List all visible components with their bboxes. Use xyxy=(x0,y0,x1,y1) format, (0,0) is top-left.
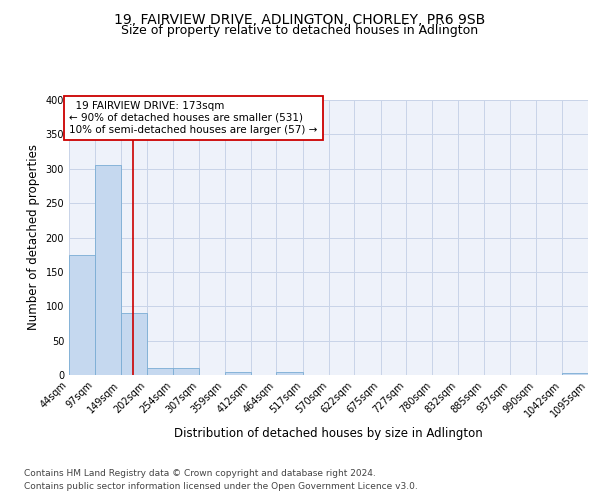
Bar xyxy=(224,372,251,375)
Bar xyxy=(147,368,173,375)
Text: Size of property relative to detached houses in Adlington: Size of property relative to detached ho… xyxy=(121,24,479,37)
X-axis label: Distribution of detached houses by size in Adlington: Distribution of detached houses by size … xyxy=(174,428,483,440)
Y-axis label: Number of detached properties: Number of detached properties xyxy=(27,144,40,330)
Text: 19 FAIRVIEW DRIVE: 173sqm
← 90% of detached houses are smaller (531)
10% of semi: 19 FAIRVIEW DRIVE: 173sqm ← 90% of detac… xyxy=(70,102,318,134)
Bar xyxy=(173,368,199,375)
Bar xyxy=(69,254,95,375)
Bar xyxy=(562,373,588,375)
Text: Contains public sector information licensed under the Open Government Licence v3: Contains public sector information licen… xyxy=(24,482,418,491)
Bar xyxy=(277,372,302,375)
Bar xyxy=(121,313,147,375)
Bar xyxy=(95,166,121,375)
Text: 19, FAIRVIEW DRIVE, ADLINGTON, CHORLEY, PR6 9SB: 19, FAIRVIEW DRIVE, ADLINGTON, CHORLEY, … xyxy=(115,12,485,26)
Text: Contains HM Land Registry data © Crown copyright and database right 2024.: Contains HM Land Registry data © Crown c… xyxy=(24,468,376,477)
